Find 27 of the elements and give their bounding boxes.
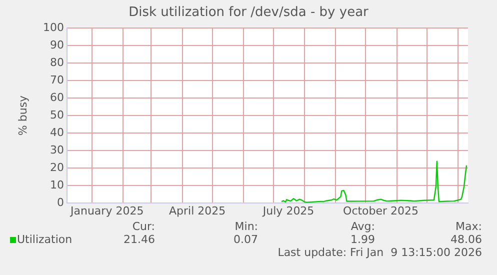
text: Min:: [234, 220, 258, 233]
y-tick-label: 0: [57, 196, 64, 209]
y-tick-label: 50: [50, 108, 64, 122]
text: 21.46: [124, 233, 155, 246]
y-tick-label: 100: [43, 20, 64, 34]
y-tick-label: 40: [50, 126, 64, 139]
x-tick-label: October 2025: [343, 204, 419, 218]
text: 1.99: [350, 233, 375, 246]
text: 48.06: [450, 233, 482, 246]
y-tick-label: 70: [50, 73, 64, 86]
text: Last update: Fri Jan 9 13:15:00 2026: [278, 246, 482, 259]
text: Max:: [456, 220, 482, 233]
x-tick-label: July 2025: [262, 204, 314, 218]
y-axis-title: % busy: [16, 94, 30, 136]
y-tick-label: 90: [50, 38, 64, 52]
text: Avg:: [350, 220, 375, 233]
y-tick-label: 80: [50, 56, 64, 69]
y-tick-label: 20: [50, 160, 64, 174]
x-tick-label: April 2025: [169, 204, 226, 218]
y-tick-label: 10: [50, 178, 64, 192]
chart-title: Disk utilization for /dev/sda - by year: [128, 5, 370, 20]
y-tick-label: 60: [50, 90, 64, 104]
text: Cur:: [132, 220, 155, 233]
text: 0.07: [234, 233, 258, 246]
x-tick-label: January 2025: [70, 204, 144, 218]
legend-label: Utilization: [16, 233, 72, 246]
y-tick-label: 30: [50, 143, 64, 156]
